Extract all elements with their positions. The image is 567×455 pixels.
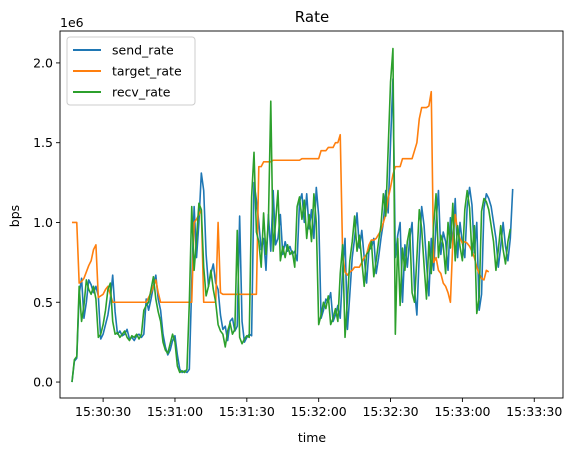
legend-label-send_rate: send_rate: [112, 43, 174, 58]
y-tick-label: 1.0: [33, 215, 53, 230]
legend-label-target_rate: target_rate: [112, 64, 182, 79]
y-tick-label: 0.5: [33, 295, 53, 310]
x-tick-label: 15:32:30: [362, 404, 418, 419]
legend-label-recv_rate: recv_rate: [112, 85, 171, 100]
x-tick-label: 15:30:30: [75, 404, 131, 419]
x-tick-label: 15:31:00: [147, 404, 203, 419]
legend-box: [66, 36, 196, 106]
chart-title: Rate: [295, 8, 329, 26]
y-tick-label: 0.0: [33, 375, 53, 390]
x-axis-ticks: 15:30:30 15:31:00 15:31:30 15:32:00 15:32:30…: [75, 398, 562, 419]
x-tick-label: 15:33:30: [506, 404, 562, 419]
plot-lines: [71, 47, 514, 383]
y-tick-label: 2.0: [33, 55, 53, 70]
series-line-recv_rate: [71, 47, 512, 383]
x-tick-label: 15:33:00: [434, 404, 490, 419]
y-axis-ticks: 0.0 0.5 1.0 1.5 2.0: [33, 55, 60, 390]
x-tick-label: 15:31:30: [219, 404, 275, 419]
x-axis-label: time: [298, 430, 327, 445]
legend: send_rate target_rate recv_rate: [66, 36, 196, 106]
plot-frame: [59, 30, 564, 399]
x-tick-label: 15:32:00: [291, 404, 347, 419]
y-axis-label: bps: [7, 205, 22, 227]
series-line-target_rate: [71, 90, 490, 304]
y-offset-label: 1e6: [60, 15, 84, 30]
y-tick-label: 1.5: [33, 135, 53, 150]
